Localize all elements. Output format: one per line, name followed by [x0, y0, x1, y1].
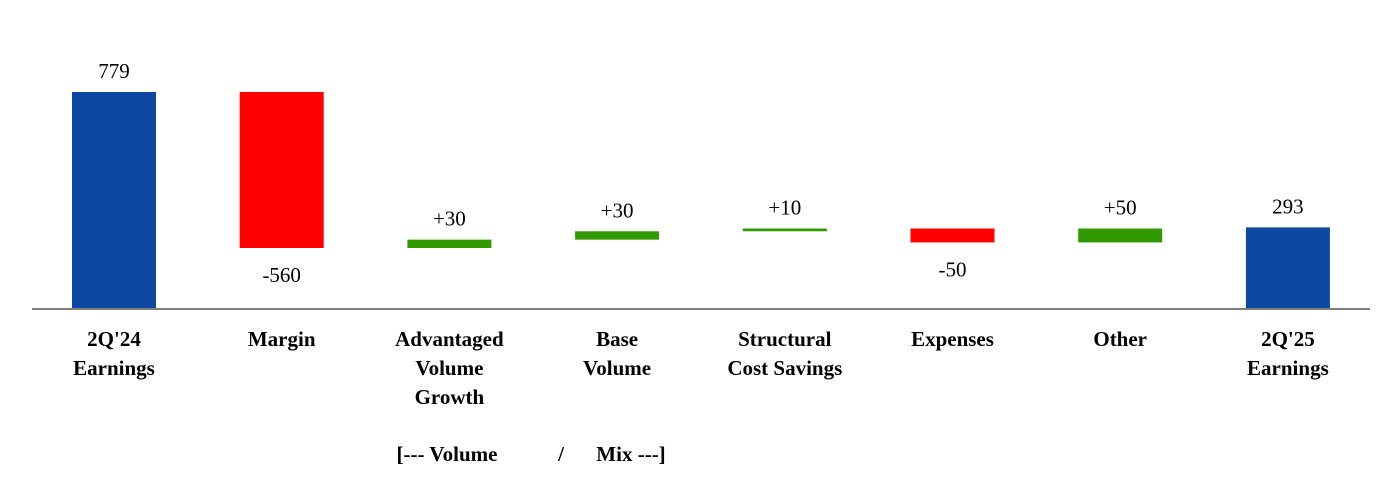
bars-layer	[72, 92, 1330, 309]
data-label-6: -50	[939, 257, 967, 281]
category-label-line: Earnings	[73, 356, 155, 380]
category-label-3: Advantaged Volume Growth	[395, 327, 504, 409]
bar-4	[575, 231, 660, 240]
group-annotation: [--- Volume / Mix ---]	[397, 442, 666, 466]
bar-8	[1245, 227, 1330, 309]
bar-3	[407, 239, 492, 248]
category-label-line: Base	[596, 327, 638, 351]
category-label-4: Base Volume	[583, 327, 651, 380]
group-annotation-separator: /	[557, 442, 565, 466]
category-label-5: Structural Cost Savings	[727, 327, 842, 380]
bar-1	[72, 92, 156, 309]
group-annotation-right: Mix ---]	[596, 442, 665, 466]
category-label-2: Margin	[248, 327, 316, 351]
data-label-2: -560	[262, 263, 301, 287]
bar-2	[239, 92, 324, 248]
category-label-line: Advantaged	[395, 327, 504, 351]
category-label-line: Cost Savings	[727, 356, 842, 380]
category-label-line: Growth	[415, 385, 485, 409]
category-label-line: Earnings	[1247, 356, 1329, 380]
category-label-line: 2Q'24	[87, 327, 141, 351]
bar-7	[1078, 228, 1163, 243]
category-label-6: Expenses	[911, 327, 994, 351]
data-labels-layer: 779 -560 +30 +30 +10 -50 +50 293	[98, 59, 1303, 287]
category-label-line: Volume	[415, 356, 483, 380]
category-label-1: 2Q'24 Earnings	[73, 327, 155, 380]
category-label-line: Margin	[248, 327, 316, 351]
data-label-1: 779	[98, 59, 130, 83]
data-label-7: +50	[1104, 195, 1137, 219]
category-label-line: Other	[1093, 327, 1147, 351]
category-label-line: Volume	[583, 356, 651, 380]
data-label-4: +30	[601, 198, 634, 222]
category-label-line: Expenses	[911, 327, 994, 351]
category-label-line: Structural	[738, 327, 831, 351]
category-labels-layer: 2Q'24 Earnings Margin Advantaged Volume Growt…	[73, 327, 1329, 409]
data-label-5: +10	[768, 195, 801, 219]
category-label-8: 2Q'25 Earnings	[1247, 327, 1329, 380]
data-label-3: +30	[433, 207, 466, 231]
category-label-line: 2Q'25	[1261, 327, 1315, 351]
group-annotation-left: [--- Volume	[397, 442, 498, 466]
category-label-7: Other	[1093, 327, 1147, 351]
bar-5	[742, 228, 827, 232]
data-label-8: 293	[1272, 194, 1304, 218]
bar-6	[910, 228, 995, 243]
